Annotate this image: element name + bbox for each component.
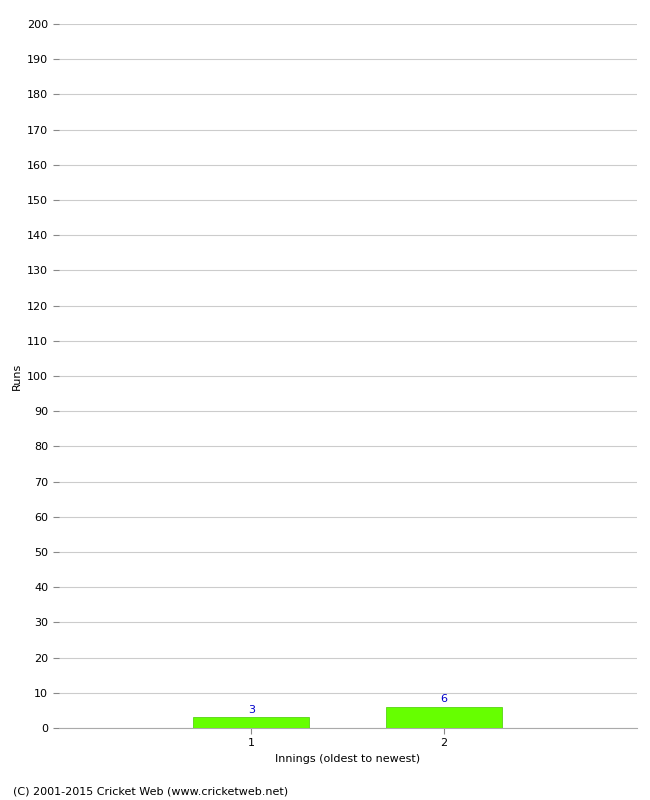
X-axis label: Innings (oldest to newest): Innings (oldest to newest) xyxy=(275,754,421,764)
Bar xyxy=(194,718,309,728)
Text: 3: 3 xyxy=(248,705,255,714)
Text: 6: 6 xyxy=(441,694,448,704)
Text: (C) 2001-2015 Cricket Web (www.cricketweb.net): (C) 2001-2015 Cricket Web (www.cricketwe… xyxy=(13,786,288,796)
Y-axis label: Runs: Runs xyxy=(12,362,21,390)
Bar xyxy=(386,707,502,728)
